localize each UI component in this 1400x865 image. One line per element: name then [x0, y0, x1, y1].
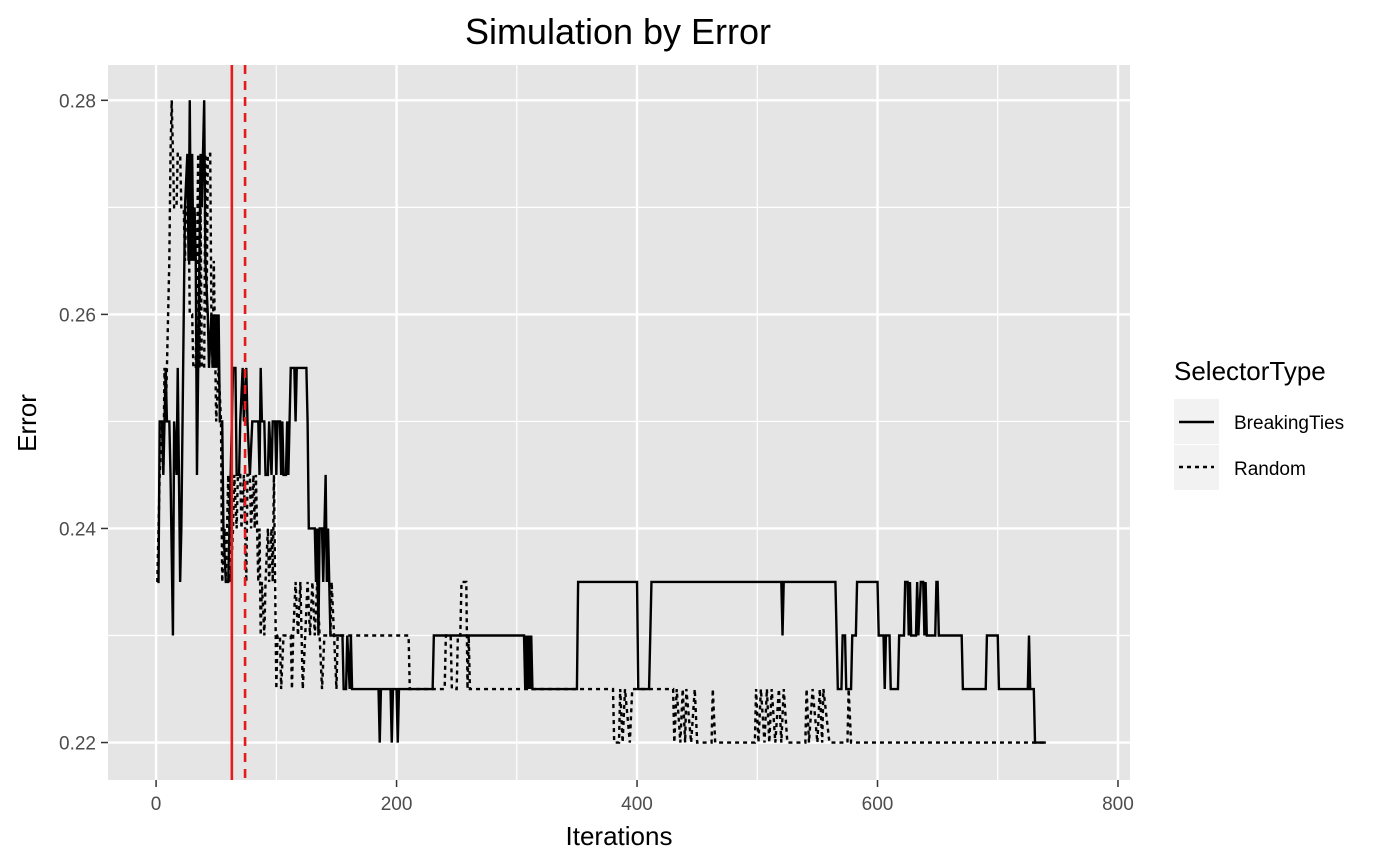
y-tick-label: 0.26 [59, 305, 96, 326]
series-line-breakingties [157, 100, 1046, 744]
legend-label-breakingties: BreakingTies [1234, 413, 1344, 434]
y-tick-label: 0.28 [59, 91, 96, 112]
legend-label-random: Random [1234, 459, 1306, 480]
series-layer [156, 100, 1046, 744]
y-axis-title: Error [12, 394, 42, 452]
y-tick-label: 0.22 [59, 734, 96, 755]
x-tick-label: 800 [1102, 794, 1134, 815]
x-tick-label: 0 [151, 794, 162, 815]
legend: SelectorType BreakingTies Random [1174, 356, 1344, 490]
reference-lines [230, 65, 247, 780]
chart-title: Simulation by Error [465, 11, 771, 52]
x-axis-ticks: 0 200 400 600 800 [151, 780, 1134, 815]
legend-title: SelectorType [1174, 356, 1326, 386]
series-line-random [156, 100, 1046, 744]
x-tick-label: 600 [862, 794, 894, 815]
y-tick-label: 0.24 [59, 519, 96, 540]
x-tick-label: 200 [381, 794, 413, 815]
x-tick-label: 400 [621, 794, 653, 815]
x-axis-title: Iterations [566, 821, 673, 851]
y-axis-ticks: 0.22 0.24 0.26 0.28 [59, 91, 108, 755]
grid-minor [108, 65, 1130, 780]
